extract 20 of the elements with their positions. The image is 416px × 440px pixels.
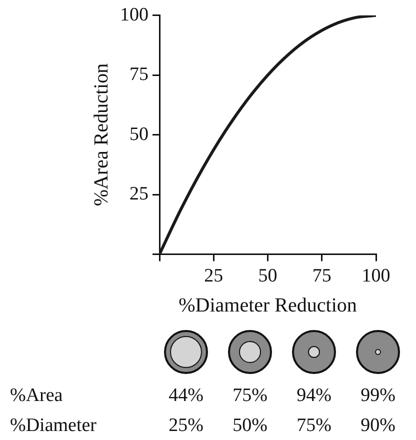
- text: 99%: [360, 385, 396, 407]
- text: 50%: [232, 415, 268, 437]
- text: 25%: [168, 415, 204, 437]
- y-tick-label: 100: [120, 4, 148, 26]
- y-tick-label: 25: [130, 183, 148, 204]
- text: 75%: [296, 415, 332, 437]
- text: %Diameter: [10, 415, 97, 437]
- text: 90%: [360, 415, 396, 437]
- text: 75%: [232, 385, 268, 407]
- y-tick-label: 50: [130, 124, 148, 145]
- x-tick-label: 75: [312, 266, 332, 287]
- text: 44%: [168, 385, 204, 407]
- text: %Area: [10, 385, 63, 407]
- x-tick-label: 50: [258, 266, 278, 287]
- x-axis-title: %Diameter Reduction: [178, 294, 357, 316]
- x-tick-label: 100: [362, 266, 390, 287]
- y-axis-title: %Area Reduction: [90, 63, 112, 206]
- y-tick-label: 75: [130, 64, 148, 86]
- x-tick-label: 25: [204, 266, 224, 287]
- text: 94%: [296, 385, 332, 407]
